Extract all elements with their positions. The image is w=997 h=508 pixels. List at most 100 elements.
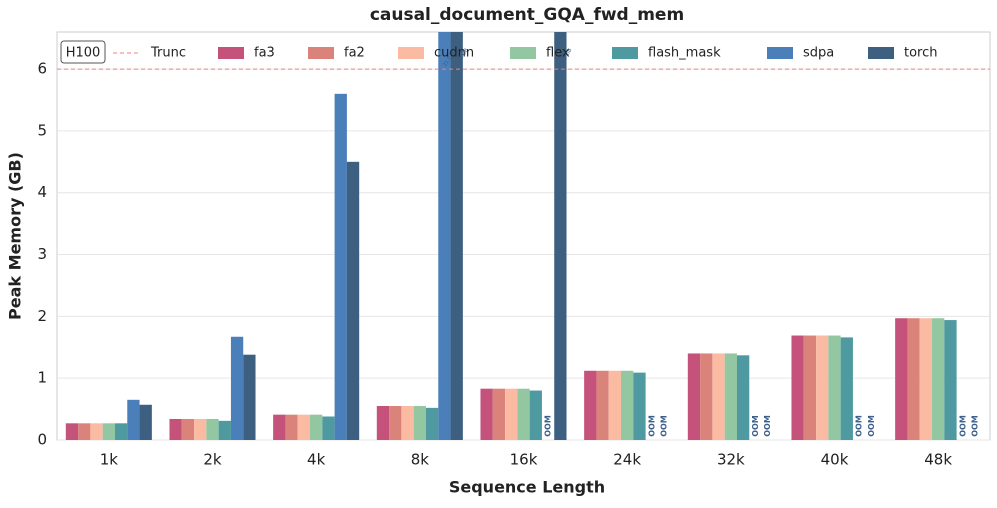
bar: [139, 404, 152, 440]
legend-label: Trunc: [150, 46, 186, 61]
bar: [334, 93, 347, 440]
bar: [230, 336, 244, 440]
legend-label: cudnn: [434, 46, 474, 61]
legend-swatch: [767, 47, 793, 59]
bar: [700, 353, 713, 440]
bar: [791, 335, 804, 440]
bar: [102, 423, 115, 440]
bar: [724, 353, 737, 440]
bar: [633, 372, 646, 440]
x-axis-label: Sequence Length: [449, 478, 605, 497]
bar: [803, 335, 817, 440]
y-tick-label: 3: [37, 245, 47, 263]
bar: [505, 388, 518, 440]
bar: [273, 414, 286, 440]
oom-label: OOM: [660, 415, 669, 437]
oom-label: OOM: [855, 415, 864, 437]
bar: [194, 418, 207, 440]
oom-label: OOM: [971, 415, 980, 437]
y-tick-label: 5: [37, 121, 47, 139]
legend-swatch: [510, 47, 536, 59]
legend-swatch: [218, 47, 244, 59]
bar: [425, 407, 439, 440]
x-tick-label: 16k: [510, 451, 538, 469]
x-tick-label: 40k: [821, 451, 849, 469]
bar: [297, 414, 311, 440]
y-axis-label: Peak Memory (GB): [6, 152, 25, 320]
bar: [90, 423, 103, 440]
legend-label: fa2: [344, 46, 365, 61]
oom-label: OOM: [958, 415, 967, 437]
x-tick-label: 24k: [613, 451, 641, 469]
chart-title: causal_document_GQA_fwd_mem: [370, 5, 684, 25]
bar: [517, 388, 530, 440]
bar: [828, 335, 841, 440]
oom-label: OOM: [751, 415, 760, 437]
bar: [285, 414, 298, 440]
bar: [169, 418, 182, 440]
bar: [181, 418, 195, 440]
y-tick-label: 0: [37, 431, 47, 449]
badge-box: [60, 40, 106, 64]
oom-label: OOM: [763, 415, 772, 437]
bar: [584, 370, 597, 440]
bar: [114, 423, 128, 440]
bar: [127, 399, 140, 440]
bar: [243, 354, 256, 440]
bar: [438, 32, 451, 440]
oom-label: OOM: [647, 415, 656, 437]
y-tick-label: 2: [37, 307, 47, 325]
bar: [932, 318, 945, 440]
bar: [736, 355, 750, 440]
legend-label: sdpa: [803, 46, 834, 61]
bar: [895, 318, 908, 440]
legend-swatch: [868, 47, 894, 59]
bar: [322, 416, 335, 440]
legend-label: flex: [546, 46, 570, 61]
bar: [346, 161, 360, 440]
bar: [78, 423, 91, 440]
bar: [554, 32, 567, 440]
legend-label: flash_mask: [648, 46, 721, 61]
x-tick-label: 1k: [100, 451, 119, 469]
x-tick-label: 48k: [924, 451, 952, 469]
y-tick-label: 6: [37, 60, 47, 78]
legend-swatch: [398, 47, 424, 59]
bar: [218, 420, 231, 440]
bar: [944, 320, 957, 440]
oom-label: OOM: [544, 415, 553, 437]
bar: [816, 335, 829, 440]
oom-label: OOM: [867, 415, 876, 437]
legend-swatch: [612, 47, 638, 59]
bar: [310, 414, 323, 440]
bar: [608, 370, 622, 440]
bar: [907, 318, 920, 440]
bar: [596, 370, 609, 440]
bars: [65, 32, 957, 440]
x-tick-label: 32k: [717, 451, 745, 469]
bar: [712, 353, 725, 440]
legend-label: fa3: [254, 46, 275, 61]
legend-label: torch: [904, 46, 938, 61]
bar: [65, 423, 79, 440]
legend-swatch: [308, 47, 334, 59]
bar: [529, 390, 542, 440]
bar: [492, 388, 506, 440]
x-tick-label: 2k: [203, 451, 222, 469]
x-tick-label: 8k: [411, 451, 430, 469]
bar: [919, 318, 933, 440]
bar: [480, 388, 493, 440]
bar: [621, 370, 634, 440]
bar: [376, 406, 390, 440]
bar: [840, 337, 853, 440]
bar: [206, 418, 219, 440]
bar: [450, 32, 463, 440]
x-tick-label: 4k: [307, 451, 326, 469]
badge: H100: [66, 46, 101, 61]
bar: [401, 406, 414, 440]
y-tick-label: 4: [37, 183, 47, 201]
bar: [413, 406, 426, 440]
bar: [687, 353, 701, 440]
bar: [389, 406, 402, 440]
